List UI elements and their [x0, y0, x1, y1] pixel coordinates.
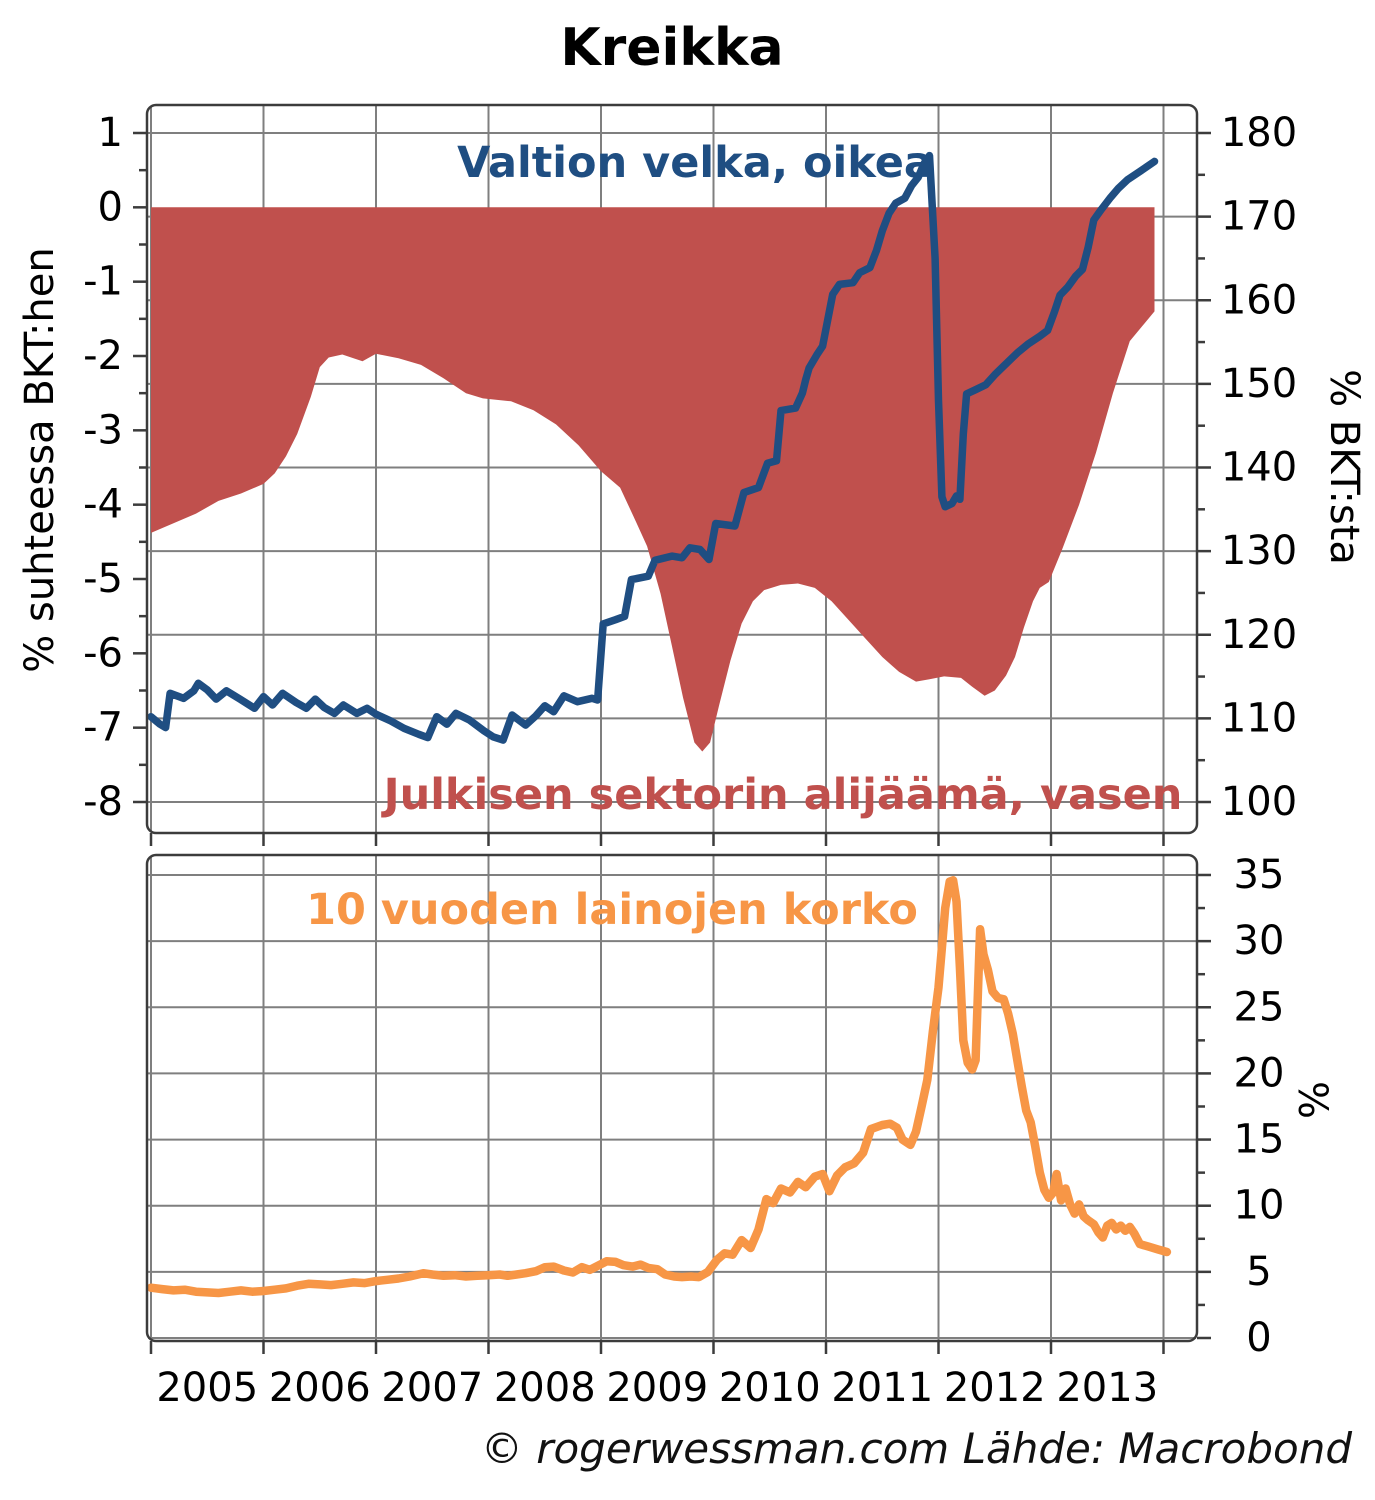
source-attribution: © rogerwessman.com Lähde: Macrobond: [480, 1424, 1352, 1473]
chart-title: Kreikka: [560, 18, 784, 78]
panel-border: [145, 853, 1199, 1343]
left-axis-tick-label: -3: [83, 407, 123, 453]
panel-yield: 10 vuoden lainojen korko 35 30 25 20 15 10 5 0%: [145, 852, 1335, 1361]
right-axis-tick-label: 120: [1221, 612, 1297, 658]
left-axis-title: % suhteessa BKT:hen: [17, 247, 63, 672]
right-axis-tick-label: 140: [1221, 445, 1297, 491]
x-axis-tick-label: 2011: [831, 1365, 933, 1411]
right-axis-title: % BKT:sta: [1321, 369, 1367, 565]
right-axis-tick-label: 110: [1221, 695, 1297, 741]
series-line-yield10y: [146, 876, 1172, 1298]
x-axis-tick-label: 2006: [269, 1365, 371, 1411]
right-axis-tick-label: 35: [1234, 852, 1285, 898]
legend-debt: Valtion velka, oikea: [457, 138, 933, 188]
left-axis-tick-label: -2: [83, 333, 123, 379]
right-axis-tick-label: 150: [1221, 361, 1297, 407]
right-axis-tick-label: 30: [1234, 918, 1285, 964]
x-axis-tick-label: 2012: [944, 1365, 1046, 1411]
right-axis-tick-label: 180: [1221, 110, 1297, 156]
axis-ticks: [133, 131, 1211, 846]
left-axis-tick-label: -4: [83, 482, 123, 528]
right-axis-title: %: [1289, 1081, 1335, 1119]
axis-tick-labels: 180 170 160 150 140 130 120 110 100 1 0 -1 -2 -3 -4 -5 -…: [83, 110, 1297, 825]
series-line-debt: [147, 151, 1159, 744]
x-axis-tick-label: 2007: [381, 1365, 483, 1411]
horizontal-gridlines: [148, 873, 1196, 1339]
right-axis-tick-label: 20: [1234, 1050, 1285, 1096]
right-axis-tick-label: 25: [1234, 984, 1285, 1030]
right-axis-tick-label: 170: [1221, 194, 1297, 240]
legend-yield10y: 10 vuoden lainojen korko: [306, 885, 918, 935]
right-axis-tick-label: 160: [1221, 277, 1297, 323]
x-axis-labels: 2005 2006 2007 2008 2009 2010 2011 2012 2013: [156, 1365, 1158, 1411]
left-axis-tick-label: -6: [83, 630, 123, 676]
left-axis-tick-label: -1: [83, 259, 123, 305]
left-axis-tick-label: 0: [98, 184, 123, 230]
x-axis-tick-label: 2008: [494, 1365, 596, 1411]
vertical-gridlines: [150, 856, 1165, 1340]
right-axis-tick-label: 100: [1221, 779, 1297, 825]
x-axis-tick-label: 2013: [1056, 1365, 1158, 1411]
axis-ticks: [149, 873, 1211, 1354]
right-axis-tick-label: 5: [1246, 1249, 1271, 1295]
legend-deficit: Julkisen sektorin alijäämä, vasen: [381, 770, 1183, 820]
panel-border: [145, 103, 1199, 835]
right-axis-tick-label: 10: [1234, 1183, 1285, 1229]
right-axis-tick-label: 0: [1246, 1315, 1271, 1361]
left-axis-tick-label: 1: [98, 110, 123, 156]
right-axis-tick-label: 130: [1221, 528, 1297, 574]
right-axis-tick-label: 15: [1234, 1117, 1285, 1163]
left-axis-tick-label: -5: [83, 556, 123, 602]
series-area-deficit: [151, 207, 1155, 752]
x-axis-tick-label: 2009: [606, 1365, 708, 1411]
x-axis-tick-label: 2010: [719, 1365, 821, 1411]
left-axis-tick-label: -8: [83, 779, 123, 825]
x-axis-tick-label: 2005: [156, 1365, 258, 1411]
left-axis-tick-label: -7: [83, 705, 123, 751]
axis-tick-labels: 35 30 25 20 15 10 5 0: [1234, 852, 1285, 1361]
panel-deficit-debt: Julkisen sektorin alijäämä, vasen Valtion…: [17, 103, 1367, 846]
